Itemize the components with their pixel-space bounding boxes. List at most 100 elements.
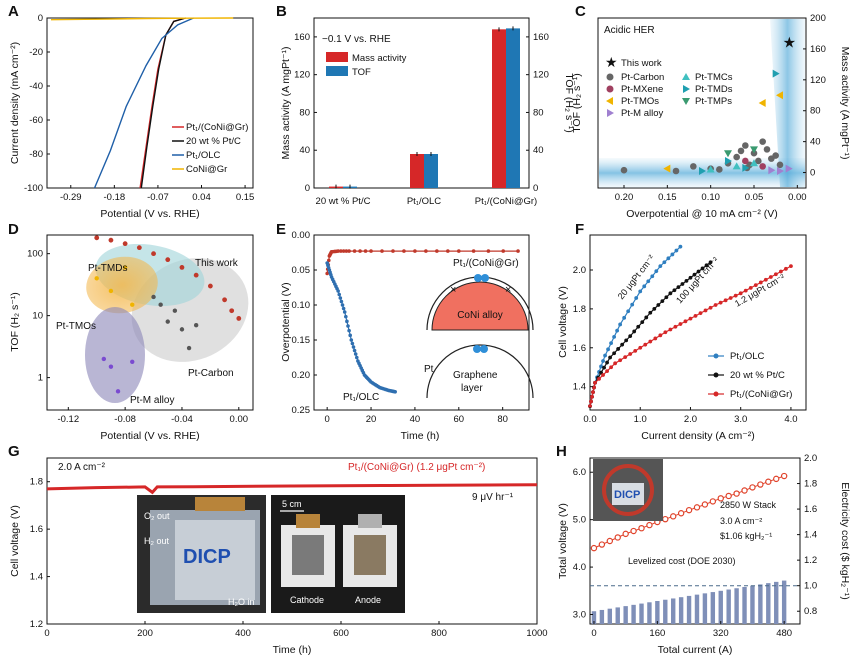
curve-g-0: [46, 483, 538, 495]
panel-a-label: A: [8, 3, 19, 20]
curve-f-2: [589, 265, 792, 407]
point-f-1-30: [688, 275, 693, 280]
bar-h-2: [607, 608, 613, 624]
panel-h-ylabel-right: Electricity cost ($ kgH₂⁻¹): [839, 482, 850, 600]
point-h-16: [717, 495, 724, 502]
point-f-1-21: [652, 306, 657, 311]
panel-a-series: [50, 17, 234, 189]
point-f-1-11: [612, 351, 617, 356]
point-c-5-0: [706, 165, 715, 173]
legend-swatch-tof: [326, 66, 348, 76]
h-ytick-right-6: 2.0: [804, 453, 817, 464]
a-xtick-0: -0.29: [60, 192, 82, 203]
point-h-19: [741, 487, 748, 494]
point-f-2-37: [748, 285, 753, 290]
c-xtick-0: 0.20: [615, 192, 634, 203]
point-c-7-1: [750, 146, 758, 154]
annotation-g-sample: Pt₁/(CoNi@Gr) (1.2 μgPt cm⁻²): [348, 462, 485, 473]
point-c-4-1: [777, 167, 784, 175]
panel-c-ylabel-left: TOF (H₂ s⁻¹): [571, 73, 583, 133]
point-f-2-24: [683, 319, 688, 324]
point-f-1-10: [608, 355, 612, 360]
point-e-1-25: [350, 341, 355, 346]
point-c-1-5: [733, 153, 740, 161]
point-f-2-31: [718, 300, 723, 305]
point-e-0-26: [435, 249, 439, 253]
legend-c-pt-mxene: Pt-MXene: [621, 84, 663, 95]
pt-atom-top-b: [481, 274, 489, 282]
a-ytick-left-0: 0: [38, 13, 43, 24]
h-ytick-right-5: 1.8: [804, 479, 817, 490]
point-f-0-13: [612, 334, 617, 339]
curve-e-1: [326, 262, 396, 393]
h-ytick-left-1: 4.0: [573, 562, 586, 573]
legend-c-pt-tmps: Pt-TMPs: [695, 96, 732, 107]
point-f-2-3: [591, 390, 595, 395]
point-h-0: [590, 544, 598, 552]
e-ytick-left-2: 0.10: [292, 300, 311, 311]
point-c-1-9: [755, 157, 762, 165]
h-xtick-3: 480: [776, 628, 792, 639]
b-ytick-right-0: 0: [533, 183, 538, 194]
point-e-0-13: [339, 249, 343, 253]
point-e-1-29: [354, 355, 359, 360]
point-c-3-0: [663, 164, 671, 173]
legend-c-pt-m-alloy: Pt-M alloy: [621, 108, 663, 119]
point-d-0-1: [108, 237, 114, 243]
photo-label-anode: Anode: [355, 595, 381, 605]
h-ytick-right-3: 1.4: [804, 530, 817, 541]
point-d-3-2: [115, 389, 121, 394]
g-xtick-0: 0: [44, 628, 49, 639]
point-f-2-15: [638, 345, 643, 350]
b-ytick-left-2: 80: [299, 107, 310, 118]
point-d-3-1: [108, 364, 114, 369]
legend-marker-pt-tmos: [606, 97, 613, 105]
curve-a-1: [140, 17, 186, 189]
d-xtick-0: -0.12: [57, 414, 79, 425]
point-d-1-6: [158, 302, 163, 307]
label-layer: layer: [461, 383, 483, 394]
panel-d: D This work Pt-TMDs Pt-TMOs Pt-Carbon Pt…: [8, 221, 254, 442]
point-d-3-3: [130, 359, 135, 364]
panel-a-ticks: -0.29 -0.18 -0.07 0.04 0.15 0 -20 -40 -60 -80 -100: [24, 13, 254, 203]
point-f-2-18: [653, 336, 658, 341]
b-ytick-left-0: 0: [305, 183, 310, 194]
point-f-0-28: [670, 252, 675, 257]
legend-c-pt-tmos: Pt-TMOs: [621, 96, 659, 107]
legend-marker-this-work: ★: [605, 54, 618, 70]
region-pt-m-alloy: [85, 307, 145, 403]
point-f-2-39: [758, 280, 763, 285]
annotation-e-pt1-conigr: Pt₁/(CoNi@Gr): [453, 258, 519, 269]
point-f-1-27: [676, 285, 681, 290]
bar-h-20: [750, 585, 755, 624]
point-f-2-20: [663, 330, 668, 335]
panel-d-frame: [46, 234, 254, 411]
c-xtick-1: 0.15: [658, 192, 677, 203]
point-f-0-8: [599, 364, 603, 369]
photo-plates: 5 cm Cathode Anode: [271, 495, 405, 613]
g-xtick-2: 400: [235, 628, 251, 639]
point-f-1-31: [692, 272, 697, 277]
panel-f-ylabel: Cell voltage (V): [557, 286, 569, 358]
point-f-1-9: [605, 360, 609, 365]
point-d-1-2: [172, 308, 178, 313]
g-xtick-5: 1000: [526, 628, 547, 639]
point-c-4-2: [785, 164, 793, 173]
point-f-0-29: [674, 248, 679, 253]
point-h-21: [757, 481, 764, 488]
point-h-14: [701, 501, 709, 508]
point-d-0-3: [136, 245, 142, 251]
point-f-2-0: [588, 404, 592, 409]
point-c-5-1: [732, 162, 741, 170]
coni-alloy-dome: [431, 281, 529, 331]
point-f-2-25: [688, 316, 693, 321]
point-f-2-34: [733, 293, 738, 298]
h-ytick-right-2: 1.2: [804, 555, 817, 566]
point-f-1-35: [708, 260, 713, 265]
point-e-0-21: [380, 249, 384, 253]
b-ytick-left-3: 120: [294, 70, 310, 81]
panel-c-title: Acidic HER: [604, 25, 655, 36]
panel-f-ticks: 0.0 1.0 2.0 3.0 4.0 1.4 1.6 1.8 2.0: [573, 265, 798, 425]
panel-h-xlabel: Total current (A): [658, 644, 733, 656]
d-ytick-left-2: 100: [27, 249, 43, 260]
